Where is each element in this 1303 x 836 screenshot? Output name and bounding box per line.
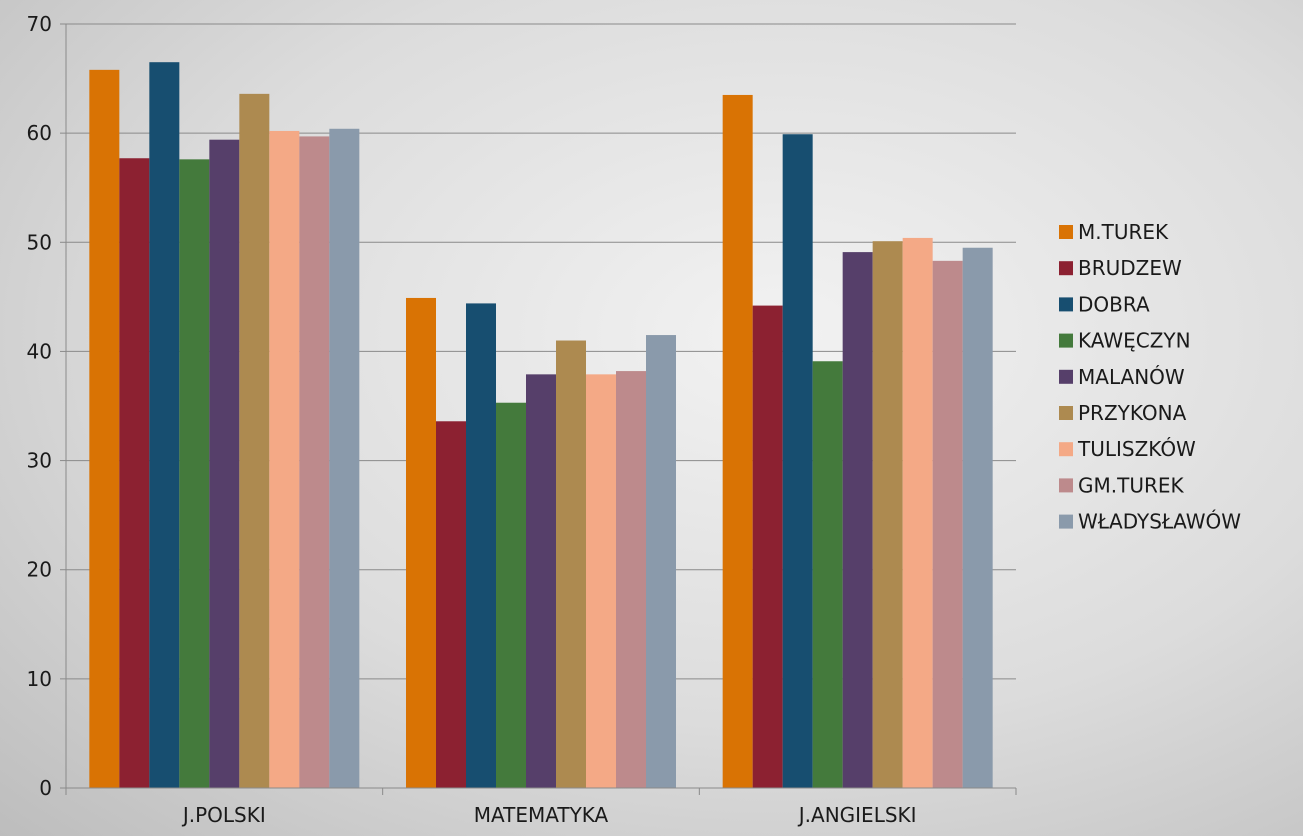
y-tick-label: 60 <box>27 121 52 145</box>
legend-swatch <box>1059 333 1073 348</box>
y-tick-label: 50 <box>27 230 52 254</box>
bar <box>496 402 526 788</box>
legend-label: BRUDZEW <box>1078 256 1182 280</box>
bar <box>149 62 180 788</box>
legend-label: TULISZKÓW <box>1077 437 1196 461</box>
category-label: J.POLSKI <box>181 803 266 827</box>
y-tick-label: 10 <box>27 667 52 691</box>
bar <box>209 139 240 789</box>
bar <box>526 374 556 788</box>
bar <box>812 361 843 788</box>
legend-swatch <box>1059 297 1073 312</box>
bar <box>89 69 120 789</box>
bar <box>872 241 903 789</box>
legend: M.TUREK BRUDZEW DOBRA KAWĘCZYN MALANÓW PRZYKO… <box>1059 220 1241 534</box>
bar <box>299 136 330 789</box>
bar <box>646 335 676 788</box>
legend-label: MALANÓW <box>1078 365 1185 389</box>
bar <box>239 93 270 788</box>
legend-label: PRZYKONA <box>1078 401 1187 425</box>
legend-swatch <box>1059 442 1073 457</box>
legend-swatch <box>1059 406 1073 420</box>
bar <box>782 134 813 789</box>
axes <box>65 24 1016 789</box>
y-tick-label: 40 <box>27 339 52 363</box>
legend-label: WŁADYSŁAWÓW <box>1078 510 1241 534</box>
bar <box>179 159 210 788</box>
legend-swatch <box>1059 225 1073 239</box>
y-tick-label: 30 <box>27 449 52 473</box>
bars <box>89 62 993 789</box>
y-tick-label: 20 <box>27 558 52 582</box>
bar <box>556 340 586 788</box>
bar <box>269 130 300 788</box>
bar <box>842 252 873 788</box>
y-tick-label: 70 <box>27 12 52 36</box>
legend-label: M.TUREK <box>1078 220 1169 244</box>
bar <box>722 94 753 788</box>
legend-label: KAWĘCZYN <box>1078 329 1191 353</box>
legend-swatch <box>1059 478 1073 493</box>
y-tick-label: 0 <box>39 776 52 800</box>
bar <box>752 305 783 788</box>
category-label: MATEMATYKA <box>474 803 609 827</box>
legend-label: DOBRA <box>1078 292 1150 316</box>
bar <box>406 297 436 788</box>
bar <box>932 260 963 789</box>
category-labels: J.POLSKI MATEMATYKA J.ANGIELSKI <box>181 803 917 827</box>
bar <box>962 247 993 788</box>
bar <box>902 237 933 789</box>
bar <box>586 374 616 788</box>
bar <box>436 421 466 788</box>
legend-swatch <box>1059 261 1073 276</box>
bar <box>119 158 150 788</box>
bar <box>466 303 496 788</box>
y-tick-labels: 0 10 20 30 40 50 60 70 <box>27 12 52 800</box>
bar <box>616 371 646 788</box>
category-label: J.ANGIELSKI <box>797 803 917 827</box>
legend-swatch <box>1059 369 1073 384</box>
bar <box>329 128 360 788</box>
legend-swatch <box>1059 514 1073 529</box>
legend-label: GM.TUREK <box>1078 473 1185 497</box>
